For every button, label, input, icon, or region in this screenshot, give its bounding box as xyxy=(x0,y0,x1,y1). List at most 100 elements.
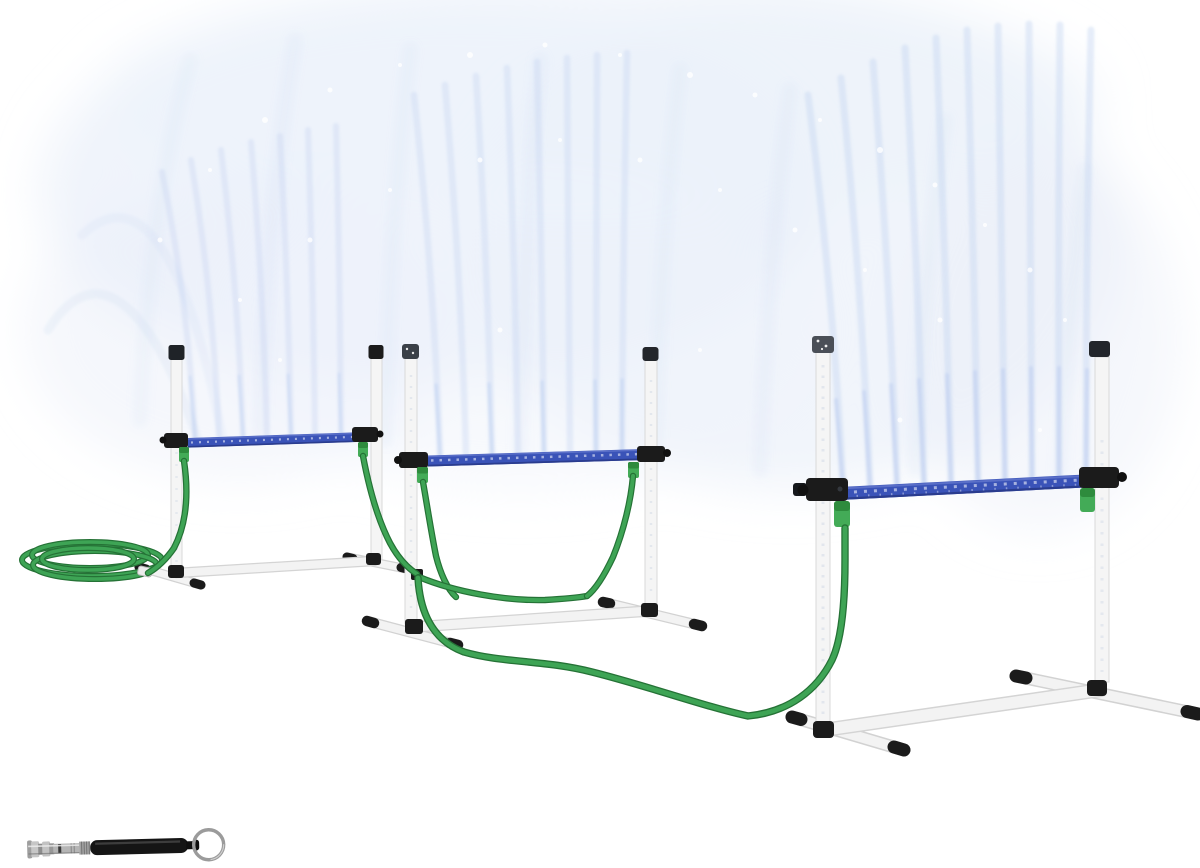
droplet xyxy=(1063,318,1067,322)
hose-coil-loop xyxy=(40,546,136,572)
hurdle-3-base xyxy=(785,669,1200,757)
crossbar-clamp xyxy=(1079,467,1119,488)
cap-droplet xyxy=(824,344,828,348)
hurdle-1-crossbar-sprinkler xyxy=(188,432,368,448)
hurdle-3-crossbar-sprinkler xyxy=(830,474,1095,501)
crossbar-highlight xyxy=(829,474,1096,490)
hose-end-cap-collar xyxy=(1080,488,1095,497)
water-streak xyxy=(378,43,417,447)
pole-cap xyxy=(368,345,384,359)
foot-cap xyxy=(189,578,206,590)
clamp-knob xyxy=(159,436,167,444)
clamp-knob xyxy=(1117,472,1127,482)
whistle-neck xyxy=(186,841,194,850)
crossbar-highlight xyxy=(187,432,369,440)
pole-cap xyxy=(1089,341,1110,357)
droplet xyxy=(262,117,268,123)
droplet xyxy=(542,42,548,48)
droplet xyxy=(558,138,562,142)
cap-droplet xyxy=(816,339,820,343)
water-jet xyxy=(434,383,442,457)
crossbar-highlight xyxy=(427,449,646,458)
droplet xyxy=(863,268,867,272)
crossbar-shadow xyxy=(187,440,369,448)
water-jet xyxy=(889,383,899,487)
crossbar-clamp xyxy=(399,452,428,468)
water-jets-hurdle-2 xyxy=(410,49,631,459)
droplet xyxy=(718,188,722,192)
droplet xyxy=(687,72,693,78)
hose-fitting-collar xyxy=(179,447,189,453)
crossbar-droplets xyxy=(190,435,366,444)
base-tee-connector xyxy=(366,553,381,565)
droplet xyxy=(307,237,313,243)
water-jet xyxy=(305,127,318,437)
crossbar-droplets xyxy=(833,478,1092,495)
whistle-body xyxy=(90,837,189,856)
hurdle-3-right-pole xyxy=(1094,356,1110,683)
hurdle-3 xyxy=(785,336,1200,757)
keyring-highlight xyxy=(193,829,225,861)
droplet xyxy=(477,157,483,163)
droplet xyxy=(897,417,903,423)
droplet xyxy=(208,168,212,172)
water-jet xyxy=(563,54,574,455)
base-tee-connector xyxy=(1087,680,1107,696)
base-bar xyxy=(172,557,378,577)
droplet xyxy=(157,237,163,243)
droplet xyxy=(618,53,622,57)
crossbar-shadow xyxy=(829,484,1096,501)
water-jet xyxy=(77,213,227,441)
crossbar-droplets xyxy=(430,452,643,462)
hose-fitting-collar xyxy=(834,501,850,511)
base-tee-connector xyxy=(641,603,658,617)
foot-cap xyxy=(887,740,911,757)
droplet xyxy=(398,63,402,67)
base-bar xyxy=(818,684,1106,736)
clamp-bolt xyxy=(837,486,843,492)
water-jet xyxy=(188,157,222,439)
water-jet xyxy=(593,379,598,453)
droplet xyxy=(818,118,822,122)
water-jet xyxy=(503,64,522,457)
water-jet xyxy=(1084,368,1089,477)
whistle-mouthpiece xyxy=(31,841,40,858)
water-jet xyxy=(248,139,270,438)
droplet xyxy=(752,92,758,98)
hose-segment xyxy=(585,474,635,598)
hose-fitting-collar xyxy=(628,462,639,469)
foot-cap xyxy=(785,710,808,726)
water-jet xyxy=(1001,368,1007,481)
water-jet xyxy=(862,390,872,488)
droplet xyxy=(467,52,473,58)
foot-cap xyxy=(1009,669,1033,685)
cap-droplet xyxy=(820,347,824,351)
pole-cap xyxy=(402,344,419,359)
droplet xyxy=(932,182,938,188)
droplet xyxy=(497,327,503,333)
droplet xyxy=(937,317,943,323)
garden-hose xyxy=(19,452,849,720)
droplet xyxy=(1038,428,1042,432)
droplet xyxy=(637,157,643,163)
body-highlight xyxy=(95,840,181,845)
water-streak xyxy=(133,53,197,427)
water-jet xyxy=(188,375,197,439)
pole-cap xyxy=(168,345,185,360)
water-droplets xyxy=(157,42,1067,432)
water-jet xyxy=(945,373,953,484)
crossbar-clamp xyxy=(164,433,188,448)
droplet xyxy=(877,147,883,153)
droplet xyxy=(1027,267,1033,273)
clamp-knob xyxy=(797,484,809,496)
water-jet xyxy=(540,380,546,454)
water-jet xyxy=(237,374,245,437)
hose-segment xyxy=(146,459,189,575)
base-foot-tube xyxy=(1011,671,1200,719)
hose-segment xyxy=(361,454,419,576)
foot-cap xyxy=(688,618,708,632)
clamp-knob xyxy=(394,456,402,464)
hurdle-2-right-pole xyxy=(644,359,658,608)
hose-segment xyxy=(415,525,848,719)
